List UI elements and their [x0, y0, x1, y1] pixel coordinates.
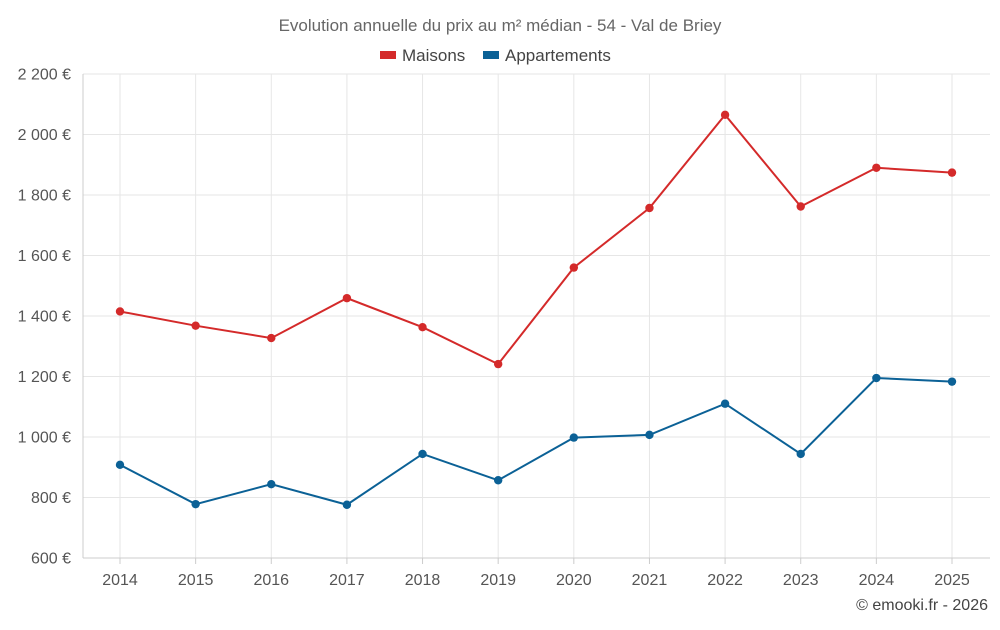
legend-label[interactable]: Maisons — [402, 46, 465, 65]
data-point[interactable] — [796, 449, 805, 459]
y-tick-label: 1 000 € — [18, 430, 71, 447]
x-tick-label: 2024 — [859, 572, 895, 589]
y-tick-label: 2 200 € — [18, 67, 71, 84]
data-point[interactable] — [342, 500, 352, 509]
x-tick-label: 2018 — [405, 572, 441, 589]
x-tick-label: 2019 — [480, 572, 516, 589]
x-tick-label: 2025 — [934, 572, 970, 589]
y-tick-label: 1 200 € — [18, 369, 71, 386]
y-tick-label: 1 400 € — [18, 309, 71, 326]
legend-label[interactable]: Appartements — [505, 46, 611, 65]
chart-title: Evolution annuelle du prix au m² médian … — [279, 16, 722, 35]
data-point[interactable] — [872, 163, 881, 172]
data-point[interactable] — [645, 430, 654, 440]
data-point[interactable] — [569, 263, 579, 272]
data-point[interactable] — [493, 359, 503, 369]
legend: Maisons Appartements — [380, 46, 611, 65]
data-point[interactable] — [418, 322, 427, 332]
x-tick-label: 2017 — [329, 572, 365, 589]
x-tick-label: 2020 — [556, 572, 592, 589]
series-line — [119, 376, 953, 506]
x-axis: 2014 2015 2016 2017 2018 2019 2020 2021 2022 2023… — [102, 558, 970, 589]
y-axis: 600 € 800 € 1 000 € 1 200 € 1 400 € 1 600 € 1 … — [18, 67, 71, 568]
data-point[interactable] — [645, 203, 654, 213]
y-tick-label: 600 € — [31, 551, 71, 568]
data-point[interactable] — [418, 449, 427, 459]
data-point[interactable] — [191, 321, 200, 330]
grid — [82, 73, 990, 559]
data-point[interactable] — [267, 333, 276, 343]
data-point[interactable] — [796, 202, 805, 211]
data-point[interactable] — [267, 479, 276, 489]
x-tick-label: 2015 — [178, 572, 214, 589]
x-tick-label: 2016 — [253, 572, 289, 589]
credit-text: © emooki.fr - 2026 — [856, 597, 988, 614]
data-point[interactable] — [191, 499, 200, 509]
y-tick-label: 800 € — [31, 490, 71, 507]
y-tick-label: 1 600 € — [18, 248, 71, 265]
data-point[interactable] — [872, 373, 881, 383]
data-point[interactable] — [720, 399, 730, 408]
x-tick-label: 2014 — [102, 572, 138, 589]
data-point[interactable] — [115, 460, 125, 470]
series-line — [119, 113, 953, 366]
data-point[interactable] — [493, 476, 503, 485]
x-tick-label: 2022 — [707, 572, 743, 589]
legend-swatch[interactable] — [380, 51, 396, 59]
y-tick-label: 2 000 € — [18, 127, 71, 144]
legend-swatch[interactable] — [483, 51, 499, 59]
data-point[interactable] — [342, 293, 352, 303]
data-point[interactable] — [720, 110, 730, 120]
data-point[interactable] — [947, 168, 957, 177]
data-point[interactable] — [115, 307, 125, 316]
y-tick-label: 1 800 € — [18, 188, 71, 205]
x-tick-label: 2021 — [632, 572, 668, 589]
data-point[interactable] — [947, 377, 957, 386]
x-tick-label: 2023 — [783, 572, 819, 589]
data-point[interactable] — [569, 433, 579, 442]
series — [115, 110, 957, 509]
